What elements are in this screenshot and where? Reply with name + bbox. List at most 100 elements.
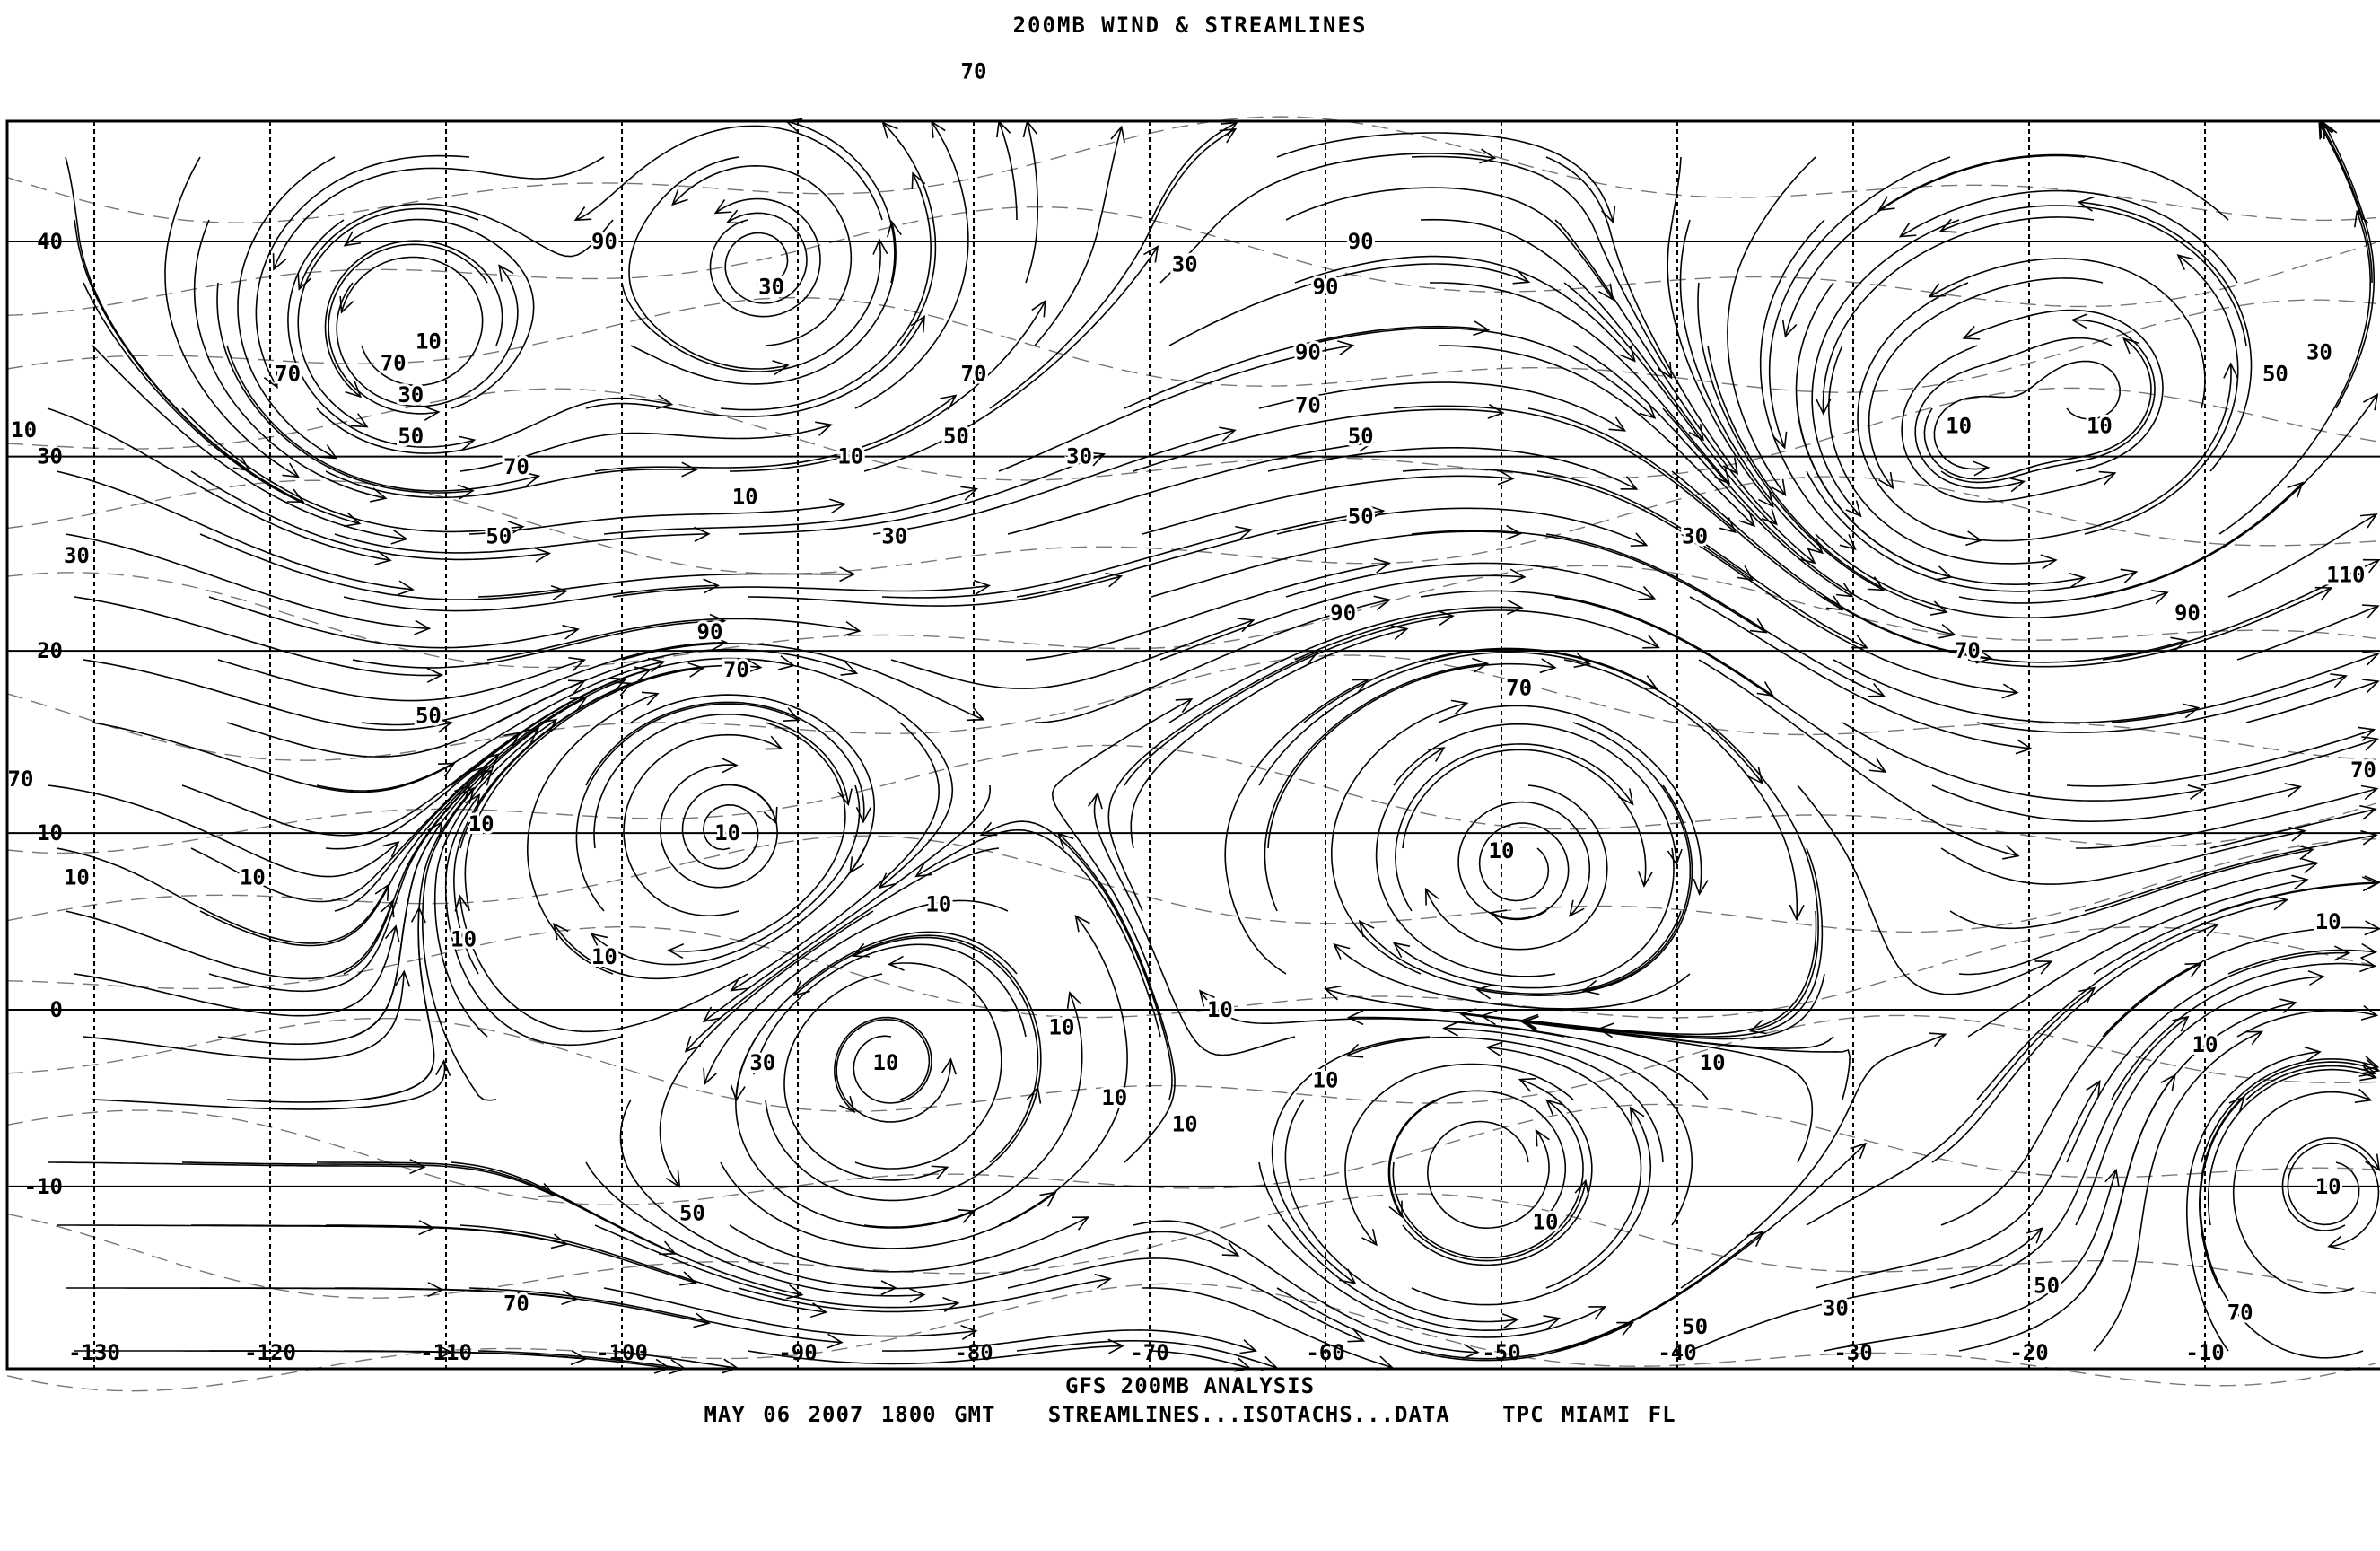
streamline-arrow [1497,469,1515,486]
streamline [2245,680,2379,723]
streamline-arrow [973,579,991,595]
streamline [92,722,455,793]
streamline [2245,1065,2376,1100]
streamline-arrow [498,264,514,282]
streamline [1159,153,1495,284]
streamline-arrow [1507,600,1524,616]
isotach-label: 10 [1101,1085,1127,1110]
streamline [1264,662,1488,912]
streamline [1967,587,2332,668]
streamline [74,925,397,1017]
streamline [65,900,394,980]
isotach-line [6,1283,2377,1392]
analysis-date: MAY 06 2007 1800 GMT [704,1402,996,1427]
streamline-arrow [1110,125,1125,144]
streamline [1689,1227,2043,1352]
streamline-arrow [1581,979,1600,995]
latitude-label: 0 [50,997,63,1022]
latitude-label: 10 [37,820,63,846]
streamline [1034,127,1123,346]
streamline [704,899,1009,1084]
streamline [872,1231,1239,1290]
streamline-arrow [2184,962,2203,977]
streamline [1931,784,2301,823]
streamline [1411,530,1767,634]
streamline [1806,986,2096,1226]
streamline [1679,219,1824,554]
streamline [2093,394,2378,598]
streamline-arrow [1521,1013,1539,1030]
streamline-arrow [1835,582,1854,598]
streamline [464,667,704,912]
latitude-label: 40 [37,229,63,254]
streamline [1430,282,1730,485]
streamline [47,784,399,878]
streamline-arrow [2026,1227,2043,1244]
streamline [217,659,585,702]
streamline-arrow [282,462,300,478]
streamline [1258,1161,1560,1332]
streamline [863,246,1159,472]
streamline-arrow [1573,653,1592,669]
streamline-arrow [1392,942,1411,959]
streamline [585,316,925,417]
streamline-arrow [2284,783,2303,798]
streamline-arrow [2364,920,2380,936]
streamline-arrow [703,1067,718,1086]
streamline [998,345,1353,472]
streamline-arrow [2287,481,2305,498]
streamline [1346,1036,1664,1163]
isotach-label: 10 [837,444,863,469]
chart-title: 200MB WIND & STREAMLINES [1012,13,1368,38]
streamline [459,896,748,1033]
streamline-arrow [2359,1065,2377,1082]
streamline [316,397,672,454]
streamline [1258,381,1625,432]
isotach-label: 70 [503,1292,529,1317]
streamline [720,172,932,411]
streamline [1827,345,2057,565]
streamline [328,243,488,415]
streamline-arrow [1088,451,1107,467]
streamline-arrow [1373,595,1392,611]
isotach-label: 50 [416,703,442,728]
streamline-arrow [454,894,470,912]
isotach-label: 10 [1207,997,1233,1022]
streamline-arrow [2359,513,2378,529]
isotach-label: 70 [1295,392,1321,417]
streamline [1402,749,1647,887]
isotach-label: 70 [961,59,987,84]
streamline-arrow [1361,1229,1378,1247]
streamline-arrow [382,841,400,857]
streamline [1815,533,2168,619]
streamline [1294,609,1659,661]
isotach-label: 90 [591,229,617,254]
streamline-arrow [1509,568,1527,584]
streamline-arrow [1878,471,1894,490]
streamline-arrow [730,976,748,992]
streamline [83,282,360,525]
streamline [1931,924,2218,1163]
streamline-arrow [2034,960,2053,975]
streamline [1159,574,1525,661]
streamline-arrow [2001,683,2019,699]
streamline [1598,847,1824,1038]
analysis-source: TPC MIAMI FL [1502,1402,1676,1427]
streamline [1034,599,1390,723]
streamline [181,407,523,533]
streamline [343,584,719,612]
streamline-arrow [1569,899,1585,917]
streamline-arrow [1928,283,1947,298]
streamline-arrow [1535,1128,1550,1147]
isotach-label: 30 [1682,523,1708,548]
streamline-arrow [390,529,408,545]
streamline [74,219,304,503]
streamline [731,722,941,992]
streamline [2218,881,2380,912]
streamline-arrow [1485,1041,1503,1057]
streamline [1151,1350,1251,1370]
streamline-arrow [815,421,833,436]
longitude-label: -110 [420,1340,472,1365]
streamline [1914,337,2113,489]
streamline-arrow [297,272,312,291]
